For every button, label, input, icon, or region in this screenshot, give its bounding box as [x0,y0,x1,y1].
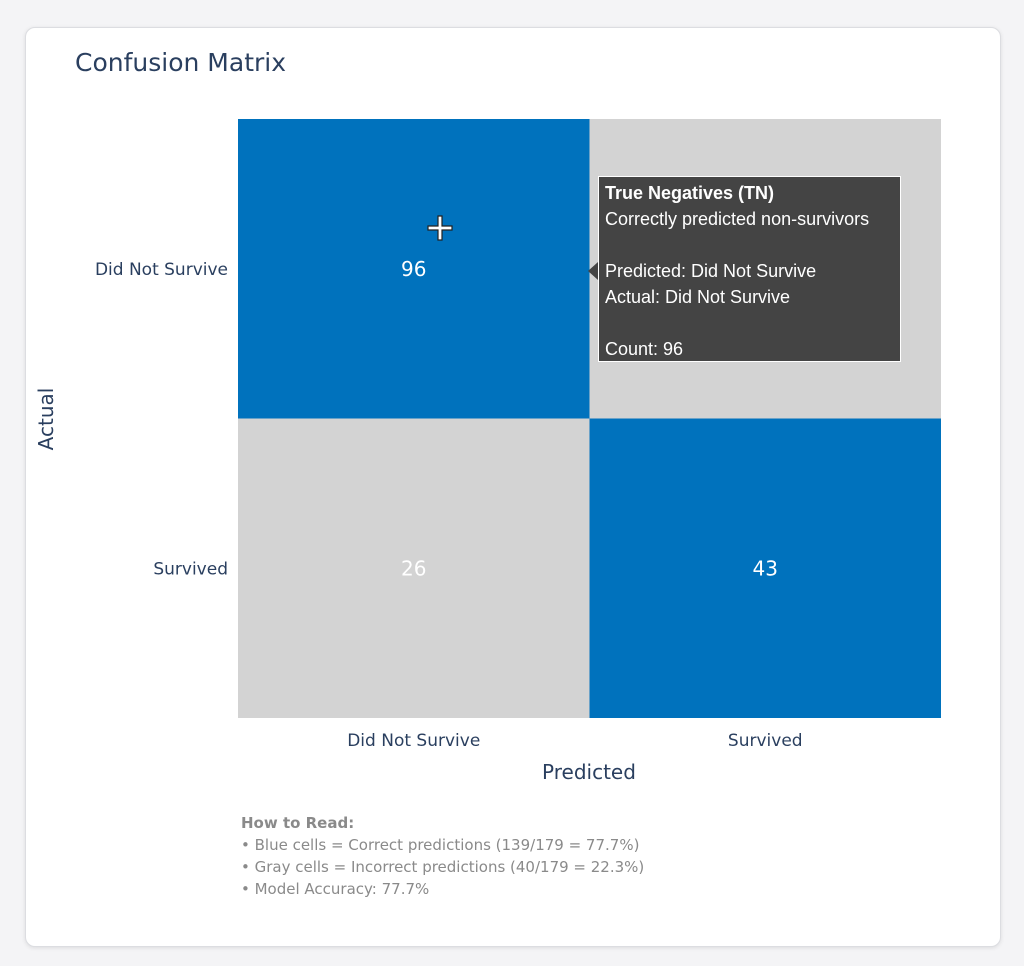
notes-item: • Gray cells = Incorrect predictions (40… [241,858,645,876]
tooltip-predicted: Predicted: Did Not Survive [605,261,817,281]
cell-value-label: 26 [401,556,426,580]
x-tick-label: Did Not Survive [347,731,480,751]
chart-title: Confusion Matrix [75,48,287,77]
tooltip-arrow [588,262,598,280]
heatmap-labels: 96 26 43 [401,257,778,581]
notes-item: • Blue cells = Correct predictions (139/… [241,836,640,854]
x-axis-title: Predicted [542,760,636,784]
notes-item: • Model Accuracy: 77.7% [241,880,430,898]
crosshair-cursor-icon [427,215,453,241]
y-tick-label: Did Not Survive [95,260,228,280]
tooltip-count: Count: 96 [605,339,684,359]
notes-heading: How to Read: [241,814,355,832]
tooltip-description: Correctly predicted non-survivors [605,209,870,229]
cell-survived-did-not-survive[interactable] [238,418,590,719]
tooltip-actual: Actual: Did Not Survive [605,287,791,307]
hover-tooltip: True Negatives (TN) Correctly predicted … [598,176,901,362]
tooltip-title: True Negatives (TN) [605,183,775,203]
cell-value-label: 96 [401,257,426,281]
how-to-read-notes: How to Read: • Blue cells = Correct pred… [241,812,644,900]
cell-value-label: 43 [753,556,778,580]
y-tick-label: Survived [153,559,228,579]
cell-did-not-survive-did-not-survive[interactable] [238,119,590,419]
cell-survived-survived[interactable] [589,418,942,719]
y-axis-ticks: Did Not Survive Survived [95,260,228,580]
y-axis-title: Actual [34,388,58,451]
x-axis-ticks: Did Not Survive Survived [347,731,802,751]
x-tick-label: Survived [728,731,803,751]
